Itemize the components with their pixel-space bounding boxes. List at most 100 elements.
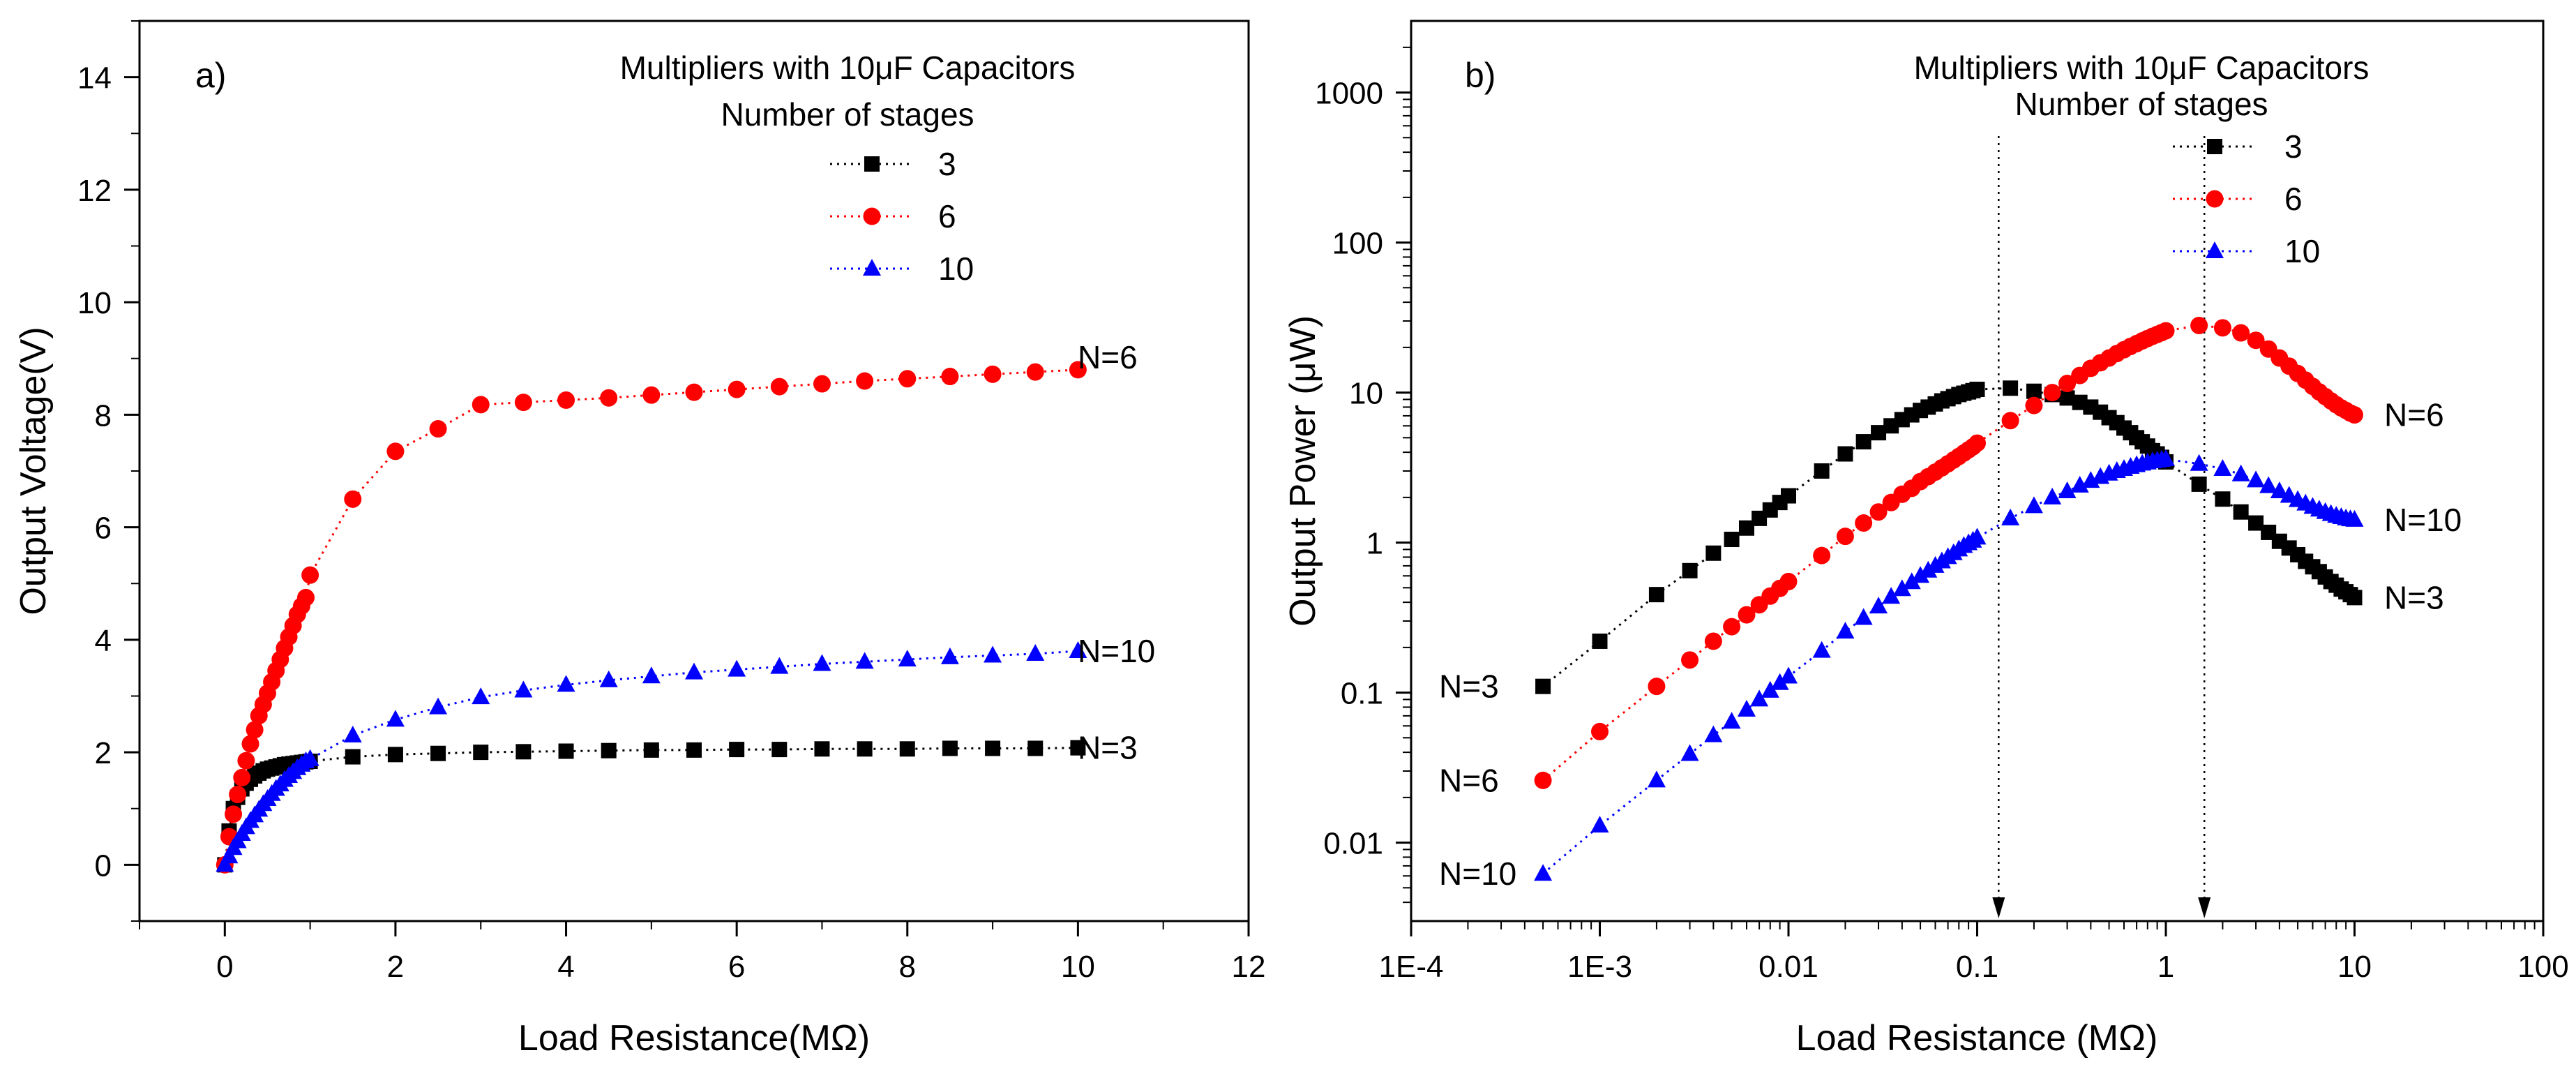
- data-point-10: [1722, 712, 1741, 729]
- data-point-3: [1648, 587, 1664, 603]
- data-point-10: [2001, 508, 2020, 525]
- data-point-10: [301, 749, 319, 766]
- legend-label-3: 3: [938, 146, 956, 182]
- data-point-3: [1535, 678, 1551, 694]
- data-point-3: [2347, 590, 2363, 606]
- legend-subtitle-b: Number of stages: [2014, 86, 2268, 122]
- data-point-10: [1647, 770, 1666, 788]
- data-point-10: [514, 680, 533, 698]
- data-point-10: [1680, 744, 1699, 761]
- data-point-3: [1705, 545, 1722, 561]
- data-point-10: [940, 647, 959, 664]
- y-tick-label: 4: [95, 624, 112, 658]
- data-point-10: [2213, 458, 2232, 476]
- legend-title-b: Multipliers with 10μF Capacitors: [1914, 50, 2370, 86]
- data-point-6: [813, 375, 831, 393]
- data-point-10: [429, 697, 448, 715]
- data-point-10: [898, 650, 917, 667]
- series-markers-a: [216, 361, 1087, 874]
- data-point-6: [344, 490, 362, 508]
- data-point-3: [558, 743, 574, 759]
- y-tick-label: 10: [77, 286, 112, 320]
- x-tick-label: 2: [387, 950, 404, 984]
- data-point-6: [1855, 514, 1873, 532]
- y-tick-label: 0: [95, 849, 112, 883]
- data-point-6: [1534, 771, 1552, 789]
- data-point-3: [2191, 476, 2207, 492]
- data-point-10: [1770, 673, 1789, 690]
- legend-label-6: 6: [938, 198, 956, 234]
- legend-label-10: 10: [938, 251, 974, 287]
- data-point-6: [1813, 546, 1831, 565]
- x-tick-label: 100: [2517, 950, 2568, 984]
- data-point-10: [2247, 470, 2266, 488]
- data-point-6: [1836, 528, 1854, 546]
- data-point-3: [814, 741, 830, 757]
- data-point-3: [1871, 425, 1887, 441]
- legend-marker-6: [863, 207, 881, 225]
- x-axis-title-a: Load Resistance(MΩ): [518, 1018, 870, 1059]
- x-tick-label: 1: [2157, 950, 2174, 984]
- data-point-10: [1750, 689, 1769, 707]
- data-point-10: [1779, 666, 1798, 684]
- panel-label-a: a): [195, 56, 226, 95]
- data-point-3: [2248, 515, 2264, 531]
- y-tick-label: 1000: [1315, 77, 1383, 111]
- data-point-6: [728, 380, 746, 398]
- data-point-6: [2001, 412, 2019, 430]
- chart-panel-a: 0 2 4 6 8 10 12 0 2 4 6 8 10 12 14 a) Multipliers with…: [13, 20, 1266, 1059]
- data-point-10: [855, 652, 874, 669]
- data-point-6: [297, 588, 315, 606]
- data-point-6: [557, 391, 575, 409]
- data-point-10: [599, 670, 618, 687]
- data-point-10: [1534, 864, 1553, 881]
- legend-marker-10: [863, 259, 881, 276]
- data-point-6: [1704, 632, 1722, 650]
- data-point-10: [2259, 476, 2278, 493]
- y-tick-label: 1: [1366, 527, 1383, 561]
- data-point-6: [1779, 572, 1798, 590]
- x-tick-label: 12: [1232, 950, 1266, 984]
- data-point-6: [1648, 678, 1666, 696]
- data-point-10: [343, 725, 362, 742]
- y-tick-label: 12: [77, 174, 112, 208]
- data-point-10: [728, 659, 746, 677]
- y-tick-label: 0.1: [1341, 677, 1383, 711]
- data-point-6: [246, 721, 264, 739]
- x-tick-label: 0.01: [1758, 950, 1818, 984]
- data-point-6: [2346, 406, 2363, 424]
- data-point-3: [2233, 504, 2249, 520]
- data-point-6: [514, 394, 532, 412]
- arrow-head: [2198, 897, 2211, 918]
- data-point-3: [686, 742, 702, 758]
- data-point-3: [643, 742, 659, 758]
- data-point-6: [233, 768, 251, 786]
- data-point-3: [899, 741, 915, 757]
- data-point-10: [220, 846, 239, 864]
- x-tick-label: 0: [216, 950, 233, 984]
- legend-title-a: Multipliers with 10μF Capacitors: [620, 50, 1076, 86]
- data-point-6: [1681, 651, 1699, 669]
- data-point-6: [984, 365, 1002, 383]
- data-point-10: [813, 654, 831, 671]
- data-point-10: [386, 710, 405, 727]
- data-point-3: [2215, 491, 2231, 507]
- data-point-10: [1882, 587, 1901, 604]
- data-point-10: [1836, 622, 1855, 639]
- data-point-10: [1026, 644, 1045, 661]
- data-point-10: [1902, 572, 1921, 590]
- series-markers-b: [1534, 316, 2364, 881]
- data-point-3: [1837, 446, 1853, 462]
- y-axis-title-b: Output Power (μW): [1283, 315, 1323, 627]
- data-point-6: [941, 368, 959, 386]
- panel-label-b: b): [1465, 56, 1496, 95]
- data-point-3: [345, 749, 361, 765]
- data-point-6: [2213, 319, 2231, 337]
- data-point-3: [857, 741, 873, 757]
- data-point-6: [856, 372, 874, 390]
- y-axis-title-a: Output Voltage(V): [13, 327, 54, 615]
- data-point-10: [984, 645, 1002, 663]
- data-point-10: [2070, 475, 2089, 493]
- data-point-6: [1869, 503, 1888, 521]
